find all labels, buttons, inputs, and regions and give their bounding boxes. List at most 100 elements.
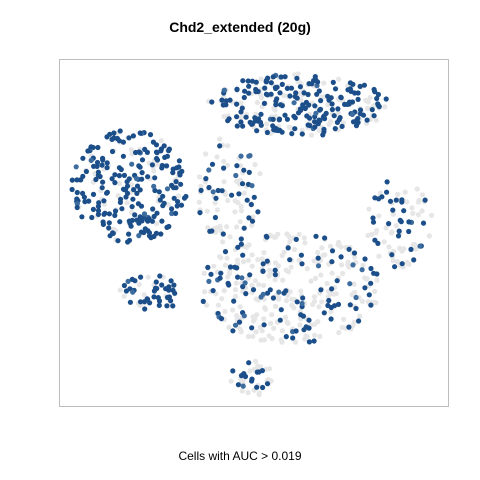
- cell-point: [154, 210, 160, 216]
- cell-point: [112, 180, 118, 186]
- cell-point: [357, 111, 363, 117]
- cell-point: [283, 334, 289, 340]
- cell-point: [277, 90, 283, 96]
- cell-point: [159, 162, 165, 169]
- cell-point: [278, 74, 284, 80]
- cell-point: [409, 205, 415, 211]
- cell-point: [270, 116, 276, 122]
- cell-point: [119, 206, 125, 212]
- cell-point: [241, 371, 247, 377]
- cell-point: [175, 199, 181, 205]
- cell-point: [104, 165, 110, 171]
- cell-point: [241, 190, 247, 196]
- cell-point: [157, 273, 163, 279]
- cell-point: [321, 80, 327, 86]
- cell-point: [233, 172, 239, 179]
- cell-point: [124, 183, 131, 189]
- cell-point: [285, 320, 291, 326]
- cell-point: [74, 177, 80, 183]
- cell-point: [245, 257, 251, 263]
- cell-point: [298, 312, 304, 318]
- cell-point: [174, 165, 180, 171]
- cell-point: [368, 280, 374, 286]
- cell-point: [413, 246, 419, 252]
- cell-point: [201, 270, 207, 276]
- cell-point: [152, 175, 158, 181]
- cell-point: [302, 105, 308, 111]
- cell-point: [231, 298, 237, 304]
- cell-point: [318, 98, 324, 104]
- cell-point: [267, 267, 273, 273]
- cell-point: [261, 322, 267, 328]
- cell-point: [256, 390, 262, 396]
- cell-point: [236, 191, 242, 197]
- cell-point: [124, 179, 130, 185]
- cell-point: [331, 291, 337, 297]
- cell-point: [264, 129, 270, 136]
- cell-point: [179, 168, 185, 174]
- cell-point: [353, 117, 360, 124]
- cell-point: [329, 248, 336, 254]
- cell-point: [270, 74, 276, 80]
- cell-point: [243, 114, 249, 120]
- cell-point: [388, 230, 394, 236]
- cell-point: [282, 74, 288, 80]
- cell-point: [281, 249, 287, 255]
- cell-point: [212, 214, 218, 221]
- cell-point: [315, 263, 322, 269]
- cell-point: [112, 208, 119, 214]
- cell-point: [214, 154, 220, 160]
- cell-point: [237, 219, 243, 225]
- cell-point: [239, 275, 245, 281]
- cell-point: [235, 261, 241, 267]
- cell-point: [327, 243, 334, 249]
- cell-point: [295, 110, 302, 116]
- cell-point: [145, 174, 151, 180]
- cell-point: [203, 176, 209, 182]
- cell-point: [322, 235, 328, 241]
- cell-point: [151, 294, 157, 300]
- cell-point: [359, 267, 365, 273]
- cell-point: [74, 201, 80, 207]
- cell-point: [253, 86, 259, 93]
- cell-point: [287, 289, 293, 295]
- cell-point: [111, 135, 117, 141]
- cell-point: [221, 87, 227, 93]
- cell-point: [153, 279, 159, 285]
- cell-point: [89, 214, 95, 221]
- cell-point: [262, 305, 268, 311]
- cell-point: [328, 308, 334, 315]
- cell-point: [375, 240, 381, 246]
- cell-point: [334, 119, 340, 125]
- cell-point: [273, 303, 279, 309]
- cell-point: [74, 196, 80, 202]
- cell-point: [154, 155, 160, 162]
- cell-point: [227, 264, 234, 270]
- cell-point: [347, 281, 353, 287]
- plot-frame: [59, 59, 449, 407]
- cell-point: [382, 104, 388, 110]
- cell-point: [158, 146, 164, 152]
- cell-point: [364, 105, 371, 112]
- cell-point: [221, 288, 227, 294]
- cell-point: [297, 84, 303, 90]
- cell-point: [287, 93, 293, 99]
- cell-point: [234, 86, 240, 92]
- cell-point: [261, 100, 267, 106]
- cell-point: [339, 123, 345, 129]
- cell-point: [204, 302, 210, 308]
- cell-point: [276, 295, 282, 301]
- cell-point: [335, 106, 341, 112]
- cell-point: [329, 270, 335, 276]
- cell-point: [297, 322, 303, 328]
- cell-point: [271, 325, 277, 331]
- cell-point: [238, 329, 244, 335]
- cell-point: [149, 218, 155, 224]
- cell-point: [217, 275, 223, 281]
- cell-point: [236, 319, 243, 325]
- cell-point: [209, 161, 216, 167]
- cell-point: [318, 287, 324, 293]
- cell-point: [120, 139, 126, 145]
- cell-point: [245, 333, 251, 340]
